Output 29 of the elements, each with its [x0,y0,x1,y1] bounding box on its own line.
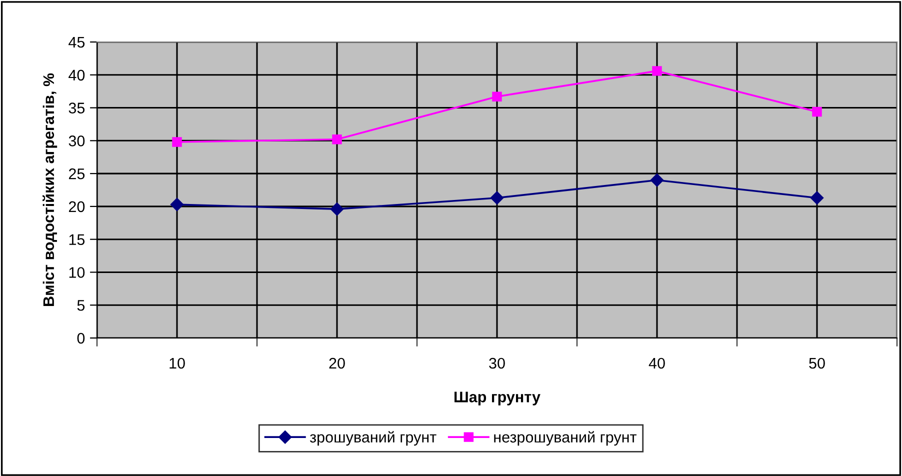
y-tick-label: 10 [69,267,85,278]
y-tick-label: 45 [68,37,85,48]
y-tick-label: 15 [69,234,85,246]
legend-label: незрошуваний грунт [494,431,637,446]
y-tick-label: 20 [68,201,85,212]
y-tick-label: 40 [68,70,85,81]
x-tick-label: 40 [648,358,665,369]
y-tick-label: 5 [77,300,85,311]
point [810,191,824,204]
point [490,191,504,204]
point [812,106,822,117]
x-tick-label: 20 [329,358,345,369]
point [652,66,662,76]
x-axis-title: Шар грунту [454,392,540,406]
x-tick-label: 30 [489,358,505,369]
y-tick-label: 35 [68,102,85,114]
point [330,202,344,216]
x-tick-label: 50 [809,358,825,369]
y-tick-label: 25 [68,168,85,180]
legend-label: зрошуваний грунт [310,431,436,446]
point [332,134,342,144]
point [172,137,182,147]
x-tick-label: 10 [170,358,185,369]
y-tick-label: 0 [77,332,85,344]
point [650,174,664,187]
point [492,92,502,102]
point [170,198,184,212]
y-tick-label: 30 [68,136,85,146]
y-axis-title: Вміст водостійких агрегатів, % [42,73,58,306]
